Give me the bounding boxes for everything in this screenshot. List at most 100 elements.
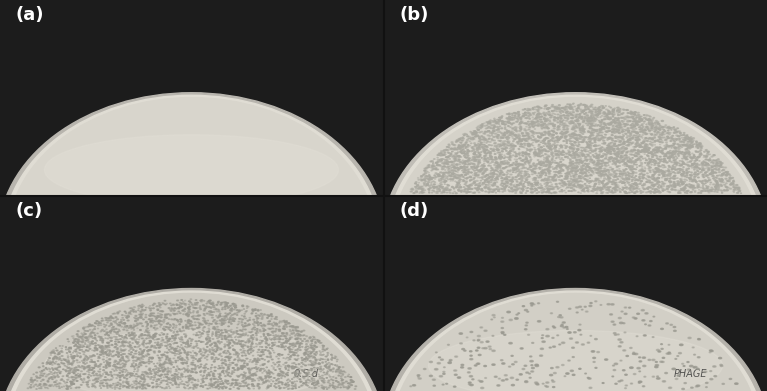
Ellipse shape (627, 161, 629, 162)
Ellipse shape (557, 140, 559, 141)
Ellipse shape (441, 176, 443, 177)
Ellipse shape (484, 366, 486, 367)
Ellipse shape (620, 180, 621, 181)
Ellipse shape (486, 175, 488, 176)
Ellipse shape (278, 329, 279, 330)
Ellipse shape (629, 117, 631, 118)
Ellipse shape (225, 306, 226, 307)
Ellipse shape (614, 158, 615, 159)
Ellipse shape (586, 154, 587, 155)
Ellipse shape (667, 152, 668, 153)
Ellipse shape (633, 135, 635, 136)
Ellipse shape (459, 179, 461, 180)
Ellipse shape (443, 172, 445, 173)
Ellipse shape (548, 131, 550, 132)
Ellipse shape (465, 157, 466, 158)
Ellipse shape (245, 333, 247, 334)
Ellipse shape (655, 155, 657, 156)
Ellipse shape (531, 365, 533, 366)
Ellipse shape (690, 157, 691, 158)
Ellipse shape (689, 184, 690, 185)
Ellipse shape (534, 178, 536, 179)
Ellipse shape (588, 147, 589, 148)
Ellipse shape (169, 339, 170, 340)
Ellipse shape (649, 170, 651, 171)
Ellipse shape (732, 186, 734, 187)
Ellipse shape (209, 383, 210, 384)
Ellipse shape (571, 144, 574, 145)
Ellipse shape (71, 363, 74, 364)
Ellipse shape (595, 156, 596, 157)
Ellipse shape (561, 152, 562, 153)
Ellipse shape (542, 170, 544, 171)
Ellipse shape (511, 133, 513, 134)
Ellipse shape (606, 115, 607, 116)
Ellipse shape (739, 190, 741, 191)
Ellipse shape (616, 122, 618, 123)
Ellipse shape (641, 150, 644, 151)
Ellipse shape (666, 353, 669, 354)
Ellipse shape (475, 176, 477, 177)
Ellipse shape (668, 126, 670, 127)
Ellipse shape (457, 147, 459, 148)
Ellipse shape (713, 168, 716, 169)
Ellipse shape (268, 345, 269, 346)
Ellipse shape (308, 370, 310, 371)
Ellipse shape (696, 175, 698, 176)
Ellipse shape (512, 163, 514, 164)
Ellipse shape (108, 342, 110, 343)
Ellipse shape (476, 350, 478, 351)
Ellipse shape (608, 111, 610, 112)
Ellipse shape (293, 347, 294, 348)
Ellipse shape (590, 161, 592, 162)
Ellipse shape (530, 183, 531, 184)
Ellipse shape (133, 387, 135, 388)
Ellipse shape (43, 385, 45, 386)
Ellipse shape (147, 343, 149, 344)
Ellipse shape (447, 164, 449, 165)
Ellipse shape (221, 349, 222, 350)
Ellipse shape (461, 152, 462, 153)
Ellipse shape (671, 169, 673, 170)
Ellipse shape (633, 125, 634, 126)
Ellipse shape (153, 377, 156, 378)
Ellipse shape (512, 191, 514, 192)
Ellipse shape (422, 190, 423, 191)
Ellipse shape (125, 349, 127, 350)
Ellipse shape (590, 117, 592, 118)
Ellipse shape (704, 165, 706, 166)
Ellipse shape (579, 368, 581, 369)
Ellipse shape (719, 186, 720, 187)
Ellipse shape (475, 185, 476, 186)
Ellipse shape (579, 178, 581, 179)
Ellipse shape (637, 313, 640, 314)
Ellipse shape (31, 379, 32, 380)
Ellipse shape (624, 313, 627, 314)
Ellipse shape (643, 141, 644, 142)
Ellipse shape (663, 182, 664, 183)
Ellipse shape (96, 348, 97, 349)
Ellipse shape (601, 124, 602, 125)
Ellipse shape (707, 153, 708, 154)
Ellipse shape (107, 318, 109, 319)
Ellipse shape (676, 131, 677, 132)
Ellipse shape (608, 143, 611, 144)
Ellipse shape (594, 138, 596, 139)
Ellipse shape (555, 137, 557, 138)
Ellipse shape (673, 158, 675, 159)
Ellipse shape (673, 160, 675, 161)
Ellipse shape (435, 173, 437, 174)
Ellipse shape (549, 161, 551, 162)
Ellipse shape (541, 147, 542, 148)
Ellipse shape (507, 136, 509, 137)
Ellipse shape (493, 180, 495, 181)
Ellipse shape (667, 152, 670, 153)
Ellipse shape (699, 168, 701, 169)
Ellipse shape (424, 176, 426, 178)
Ellipse shape (486, 179, 488, 180)
Ellipse shape (648, 176, 650, 177)
Ellipse shape (690, 187, 693, 188)
Ellipse shape (176, 300, 179, 301)
Ellipse shape (493, 131, 495, 132)
Ellipse shape (473, 182, 475, 183)
